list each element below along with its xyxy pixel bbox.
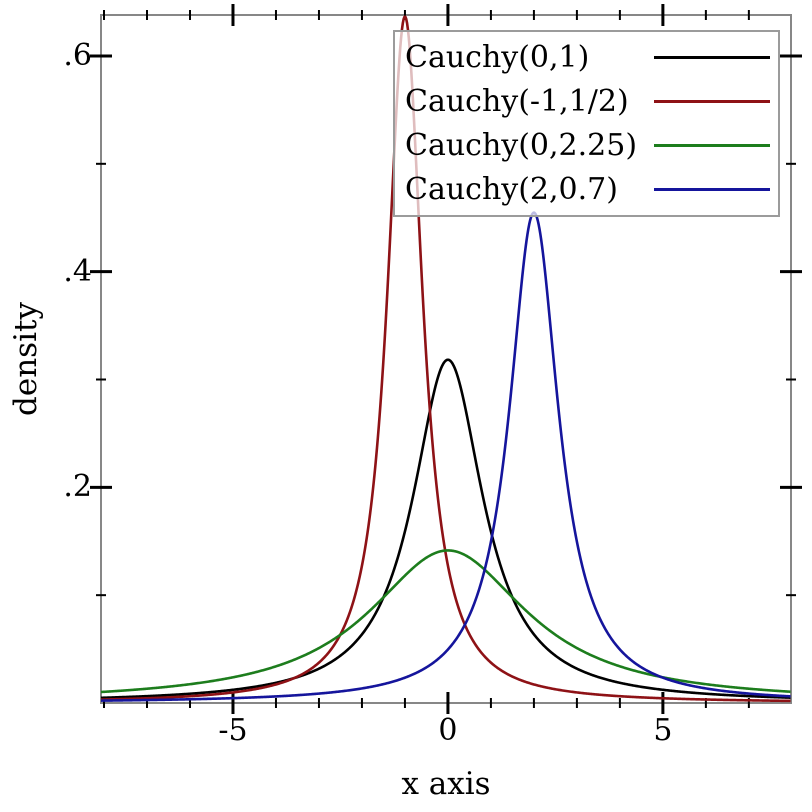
curve-Cauchy(0,2.25) <box>101 549 791 694</box>
x-axis-title: x axis <box>401 766 491 802</box>
y-tick-label: .4 <box>63 253 92 289</box>
legend-entry: Cauchy(0,1) <box>405 40 770 75</box>
x-tick-label: 0 <box>438 713 458 748</box>
legend-line-sample <box>654 187 770 191</box>
curve-Cauchy(2,0.7) <box>101 211 791 702</box>
legend-label: Cauchy(-1,1/2) <box>405 84 629 120</box>
legend-line-sample <box>654 100 770 104</box>
legend-line-sample <box>654 143 770 147</box>
curve-Cauchy(0,1) <box>101 358 791 700</box>
legend: Cauchy(0,1) Cauchy(-1,1/2) Cauchy(0,2.25… <box>393 30 780 217</box>
legend-label: Cauchy(0,2.25) <box>405 127 638 163</box>
legend-line-sample <box>654 56 770 60</box>
x-tick-label: 5 <box>653 713 673 748</box>
curves <box>101 15 791 703</box>
curve-Cauchy(-1,1/2) <box>101 15 791 703</box>
y-tick-label: .2 <box>63 469 92 505</box>
y-tick-label: .6 <box>63 37 92 73</box>
legend-entry: Cauchy(2,0.7) <box>405 172 770 207</box>
plot-frame <box>100 14 792 704</box>
x-tick-label: -5 <box>218 713 248 748</box>
legend-entry: Cauchy(-1,1/2) <box>405 84 770 119</box>
y-axis-title: density <box>8 302 44 416</box>
legend-label: Cauchy(0,1) <box>405 40 590 76</box>
legend-entry: Cauchy(0,2.25) <box>405 128 770 163</box>
legend-label: Cauchy(2,0.7) <box>405 171 618 207</box>
